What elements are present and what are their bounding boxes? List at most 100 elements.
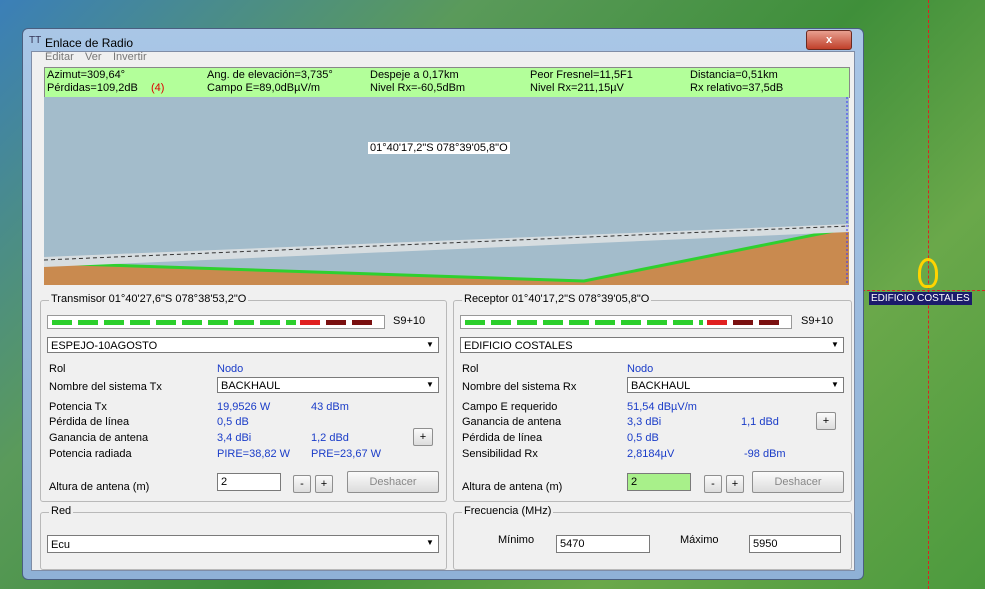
info-bar: Azimut=309,64° Ang. de elevación=3,735° … — [44, 67, 850, 98]
combo-arrow: ▼ — [831, 380, 839, 389]
combo-text: Ecu — [51, 539, 70, 551]
info: Azimut=309,64° — [47, 69, 126, 81]
panel-title: Transmisor 01°40'27,6"S 078°38'53,2"O — [49, 293, 249, 305]
signal-label: S9+10 — [801, 315, 834, 327]
info: Despeje a 0,17km — [370, 69, 459, 81]
signal-label: S9+10 — [393, 315, 426, 327]
signal-high — [707, 320, 727, 325]
info: Ang. de elevación=3,735° — [207, 69, 333, 81]
map-dashline — [862, 290, 985, 291]
combo-arrow: ▼ — [426, 538, 434, 547]
undo-button[interactable]: Deshacer — [347, 471, 439, 493]
value: PRE=23,67 W — [311, 448, 382, 460]
label: Altura de antena (m) — [462, 481, 563, 493]
info: Pérdidas=109,2dB — [47, 82, 138, 94]
info: Distancia=0,51km — [690, 69, 778, 81]
min-input[interactable]: 5470 — [556, 535, 650, 553]
label: Ganancia de antena — [49, 432, 149, 444]
minus-button[interactable]: - — [704, 475, 722, 493]
label: Máximo — [680, 534, 719, 546]
menu-item[interactable]: Ver — [85, 51, 102, 63]
value: Nodo — [627, 363, 654, 375]
value: 51,54 dBµV/m — [627, 401, 697, 413]
label: Nombre del sistema Rx — [462, 381, 577, 393]
menu-item[interactable]: Editar — [45, 51, 74, 63]
station-combo[interactable]: ESPEJO-10AGOSTO ▼ — [47, 337, 439, 353]
menu-bar: Editar Ver Invertir — [31, 51, 853, 65]
menu-item[interactable]: Invertir — [113, 51, 147, 63]
plus-button[interactable]: + — [726, 475, 744, 493]
combo-arrow: ▼ — [426, 340, 434, 349]
label: Pérdida de línea — [462, 432, 543, 444]
value: 0,5 dB — [627, 432, 659, 444]
network-combo[interactable]: Ecu ▼ — [47, 535, 439, 553]
info: Campo E=89,0dBµV/m — [207, 82, 321, 94]
window-title: Enlace de Radio — [45, 36, 134, 50]
map-marker — [918, 258, 938, 288]
terrain-line — [44, 226, 849, 283]
frequency-panel: Frecuencia (MHz) Mínimo 5470 Máximo 5950 — [453, 505, 852, 570]
info: Nivel Rx=-60,5dBm — [370, 82, 466, 94]
label: Mínimo — [498, 534, 535, 546]
network-panel: Red Ecu ▼ — [40, 505, 447, 570]
height-input[interactable]: 2 — [217, 473, 281, 491]
signal-high — [300, 320, 320, 325]
undo-button[interactable]: Deshacer — [752, 471, 844, 493]
value: 2,8184µV — [627, 448, 675, 460]
signal-ok — [465, 320, 703, 325]
value: 1,2 dBd — [311, 432, 349, 444]
value: 43 dBm — [311, 401, 349, 413]
info-warning: (4) — [151, 82, 165, 94]
system-combo[interactable]: BACKHAUL ▼ — [627, 377, 844, 393]
label: Nombre del sistema Tx — [49, 381, 162, 393]
info: Peor Fresnel=11,5F1 — [530, 69, 633, 81]
label: Rol — [462, 363, 479, 375]
value: Nodo — [217, 363, 244, 375]
system-combo[interactable]: BACKHAUL ▼ — [217, 377, 439, 393]
label: Altura de antena (m) — [49, 481, 150, 493]
combo-text: EDIFICIO COSTALES — [464, 340, 573, 352]
info: Nivel Rx=211,15µV — [530, 82, 624, 94]
combo-arrow: ▼ — [831, 340, 839, 349]
value: 3,3 dBi — [627, 416, 662, 428]
label: Campo E requerido — [462, 401, 558, 413]
label: Pérdida de línea — [49, 416, 130, 428]
map-label: EDIFICIO COSTALES — [869, 292, 972, 305]
label: Rol — [49, 363, 66, 375]
ray-line — [44, 225, 849, 261]
signal-max — [326, 320, 378, 325]
panel-title: Receptor 01°40'17,2"S 078°39'05,8"O — [462, 293, 652, 305]
plus-button[interactable]: + — [315, 475, 333, 493]
signal-meter — [47, 315, 385, 329]
value: 0,5 dB — [217, 416, 249, 428]
panel-title: Red — [49, 505, 74, 517]
combo-arrow: ▼ — [426, 380, 434, 389]
value: 19,9526 W — [217, 401, 271, 413]
window-icon: TT — [29, 35, 42, 46]
station-combo[interactable]: EDIFICIO COSTALES ▼ — [460, 337, 844, 353]
gain-button[interactable]: + — [413, 428, 433, 446]
label: Potencia Tx — [49, 401, 107, 413]
receiver-panel: Receptor 01°40'17,2"S 078°39'05,8"O S9+1… — [453, 293, 852, 502]
signal-meter — [460, 315, 792, 329]
close-button[interactable]: x — [806, 30, 852, 50]
max-input[interactable]: 5950 — [749, 535, 841, 553]
value: 1,1 dBd — [741, 416, 779, 428]
profile — [44, 97, 849, 285]
value: 3,4 dBi — [217, 432, 252, 444]
cursor-label: 01°40'17,2"S 078°39'05,8"O — [368, 142, 510, 154]
combo-text: ESPEJO-10AGOSTO — [51, 340, 158, 352]
signal-max — [733, 320, 785, 325]
panel-title: Frecuencia (MHz) — [462, 505, 554, 517]
combo-text: BACKHAUL — [631, 380, 691, 392]
minus-button[interactable]: - — [293, 475, 311, 493]
label: Sensibilidad Rx — [462, 448, 538, 460]
combo-text: BACKHAUL — [221, 380, 281, 392]
signal-ok — [52, 320, 296, 325]
gain-button[interactable]: + — [816, 412, 836, 430]
transmitter-panel: Transmisor 01°40'27,6"S 078°38'53,2"O S9… — [40, 293, 447, 502]
height-input[interactable]: 2 — [627, 473, 691, 491]
label: Ganancia de antena — [462, 416, 562, 428]
value: PIRE=38,82 W — [217, 448, 291, 460]
